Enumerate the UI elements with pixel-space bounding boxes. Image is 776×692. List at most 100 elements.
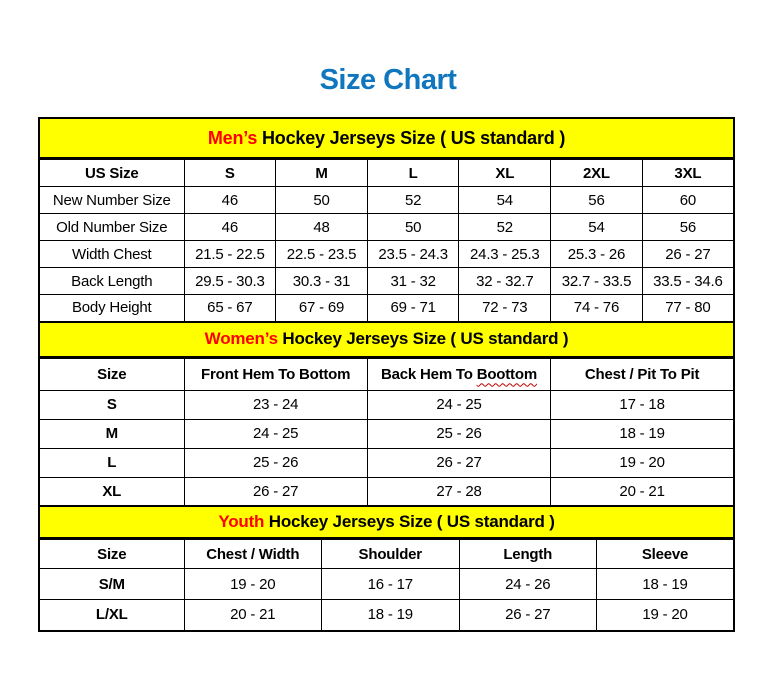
column-header: Chest / Width [183, 539, 322, 569]
size-value-cell: 26 - 27 [366, 447, 552, 478]
size-value-cell: 29.5 - 30.3 [183, 267, 277, 295]
column-header: 2XL [550, 159, 643, 187]
mens-size-section: Men’s Hockey Jerseys Size ( US standard … [38, 117, 735, 323]
row-label: S/M [38, 568, 185, 600]
womens-table-body: S 23 - 24 24 - 25 17 - 18 M 24 - 25 25 - 26 18 … [38, 389, 735, 507]
column-header: L [366, 159, 460, 187]
column-header: XL [458, 159, 552, 187]
mens-table-body: New Number Size 46 50 52 54 56 60 Old Number Si… [38, 186, 735, 322]
column-header: Shoulder [321, 539, 460, 569]
size-value-cell: 56 [641, 213, 735, 241]
row-label: L/XL [38, 599, 185, 631]
size-value-cell: 25 - 26 [183, 447, 368, 478]
size-value-cell: 24 - 25 [183, 418, 368, 449]
size-value-cell: 50 [275, 186, 368, 214]
size-value-cell: 26 - 27 [641, 240, 735, 268]
size-value-cell: 30.3 - 31 [275, 267, 368, 295]
size-value-cell: 32.7 - 33.5 [550, 267, 643, 295]
table-row: L 25 - 26 26 - 27 19 - 20 [38, 447, 735, 478]
column-header: Front Hem To Bottom [183, 357, 368, 391]
column-header: 3XL [641, 159, 735, 187]
womens-size-table: Size Front Hem To Bottom Back Hem To Boott… [38, 357, 735, 507]
column-header: US Size [38, 159, 185, 187]
column-header-row: Size Front Hem To Bottom Back Hem To Boott… [38, 357, 735, 391]
size-value-cell: 20 - 21 [550, 476, 735, 507]
table-row: Old Number Size 46 48 50 52 54 56 [38, 213, 735, 241]
row-label: Body Height [38, 294, 185, 322]
table-row: Width Chest 21.5 - 22.5 22.5 - 23.5 23.5 - … [38, 240, 735, 268]
page-title: Size Chart [319, 64, 457, 96]
table-row: S 23 - 24 24 - 25 17 - 18 [38, 389, 735, 420]
column-header: Chest / Pit To Pit [550, 357, 735, 391]
womens-table-banner: Women’s Hockey Jerseys Size ( US standar… [38, 322, 735, 358]
size-value-cell: 24 - 26 [458, 568, 597, 600]
size-value-cell: 65 - 67 [183, 294, 277, 322]
size-value-cell: 46 [183, 213, 277, 241]
table-row: Body Height 65 - 67 67 - 69 69 - 71 72 - 73 7… [38, 294, 735, 322]
size-value-cell: 33.5 - 34.6 [641, 267, 735, 295]
size-value-cell: 31 - 32 [366, 267, 460, 295]
youth-size-section: Youth Hockey Jerseys Size ( US standard … [38, 507, 735, 632]
size-value-cell: 74 - 76 [550, 294, 643, 322]
size-value-cell: 18 - 19 [550, 418, 735, 449]
column-header: Back Hem To Boottom [366, 357, 552, 391]
size-value-cell: 52 [366, 186, 460, 214]
row-label: S [38, 389, 185, 420]
banner-highlight: Youth [218, 512, 265, 531]
row-label: L [38, 447, 185, 478]
size-value-cell: 26 - 27 [183, 476, 368, 507]
row-label: New Number Size [38, 186, 185, 214]
size-value-cell: 23 - 24 [183, 389, 368, 420]
size-value-cell: 18 - 19 [321, 599, 460, 631]
size-value-cell: 25.3 - 26 [550, 240, 643, 268]
youth-table-body: S/M 19 - 20 16 - 17 24 - 26 18 - 19 L/XL 20 - … [38, 568, 735, 631]
size-value-cell: 27 - 28 [366, 476, 552, 507]
size-value-cell: 72 - 73 [458, 294, 552, 322]
size-value-cell: 19 - 20 [183, 568, 322, 600]
column-header: M [275, 159, 368, 187]
size-value-cell: 32 - 32.7 [458, 267, 552, 295]
banner-rest: Hockey Jerseys Size ( US standard ) [264, 512, 555, 531]
table-row: Back Length 29.5 - 30.3 30.3 - 31 31 - 32 32… [38, 267, 735, 295]
size-value-cell: 19 - 20 [596, 599, 735, 631]
size-value-cell: 26 - 27 [458, 599, 597, 631]
size-value-cell: 54 [458, 186, 552, 214]
size-value-cell: 24.3 - 25.3 [458, 240, 552, 268]
size-value-cell: 25 - 26 [366, 418, 552, 449]
womens-table-head: Size Front Hem To Bottom Back Hem To Boott… [38, 357, 735, 391]
banner-rest: Hockey Jerseys Size ( US standard ) [277, 329, 569, 348]
mens-table-head: US Size S M L XL 2XL 3XL [38, 159, 735, 187]
column-header-text: Back Hem To [381, 365, 477, 383]
size-value-cell: 21.5 - 22.5 [183, 240, 277, 268]
size-value-cell: 17 - 18 [550, 389, 735, 420]
mens-table-banner: Men’s Hockey Jerseys Size ( US standard … [38, 117, 735, 159]
charts-container: Men’s Hockey Jerseys Size ( US standard … [38, 117, 735, 632]
size-value-cell: 46 [183, 186, 277, 214]
column-header: Length [458, 539, 597, 569]
row-label: M [38, 418, 185, 449]
size-value-cell: 22.5 - 23.5 [275, 240, 368, 268]
size-value-cell: 19 - 20 [550, 447, 735, 478]
row-label: Back Length [38, 267, 185, 295]
table-row: M 24 - 25 25 - 26 18 - 19 [38, 418, 735, 449]
size-value-cell: 48 [275, 213, 368, 241]
mens-size-table: US Size S M L XL 2XL 3XL New Number Size 46 50 52… [38, 159, 735, 323]
size-value-cell: 69 - 71 [366, 294, 460, 322]
column-header: Size [38, 539, 185, 569]
column-header-row: Size Chest / Width Shoulder Length Sleeve [38, 539, 735, 569]
row-label: XL [38, 476, 185, 507]
youth-table-banner: Youth Hockey Jerseys Size ( US standard … [38, 507, 735, 539]
table-row: New Number Size 46 50 52 54 56 60 [38, 186, 735, 214]
size-value-cell: 16 - 17 [321, 568, 460, 600]
row-label: Old Number Size [38, 213, 185, 241]
youth-table-head: Size Chest / Width Shoulder Length Sleeve [38, 539, 735, 569]
size-value-cell: 50 [366, 213, 460, 241]
size-value-cell: 24 - 25 [366, 389, 552, 420]
column-header: S [183, 159, 277, 187]
column-header-row: US Size S M L XL 2XL 3XL [38, 159, 735, 187]
row-label: Width Chest [38, 240, 185, 268]
banner-rest: Hockey Jerseys Size ( US standard ) [257, 127, 566, 148]
size-value-cell: 56 [550, 186, 643, 214]
table-row: S/M 19 - 20 16 - 17 24 - 26 18 - 19 [38, 568, 735, 600]
